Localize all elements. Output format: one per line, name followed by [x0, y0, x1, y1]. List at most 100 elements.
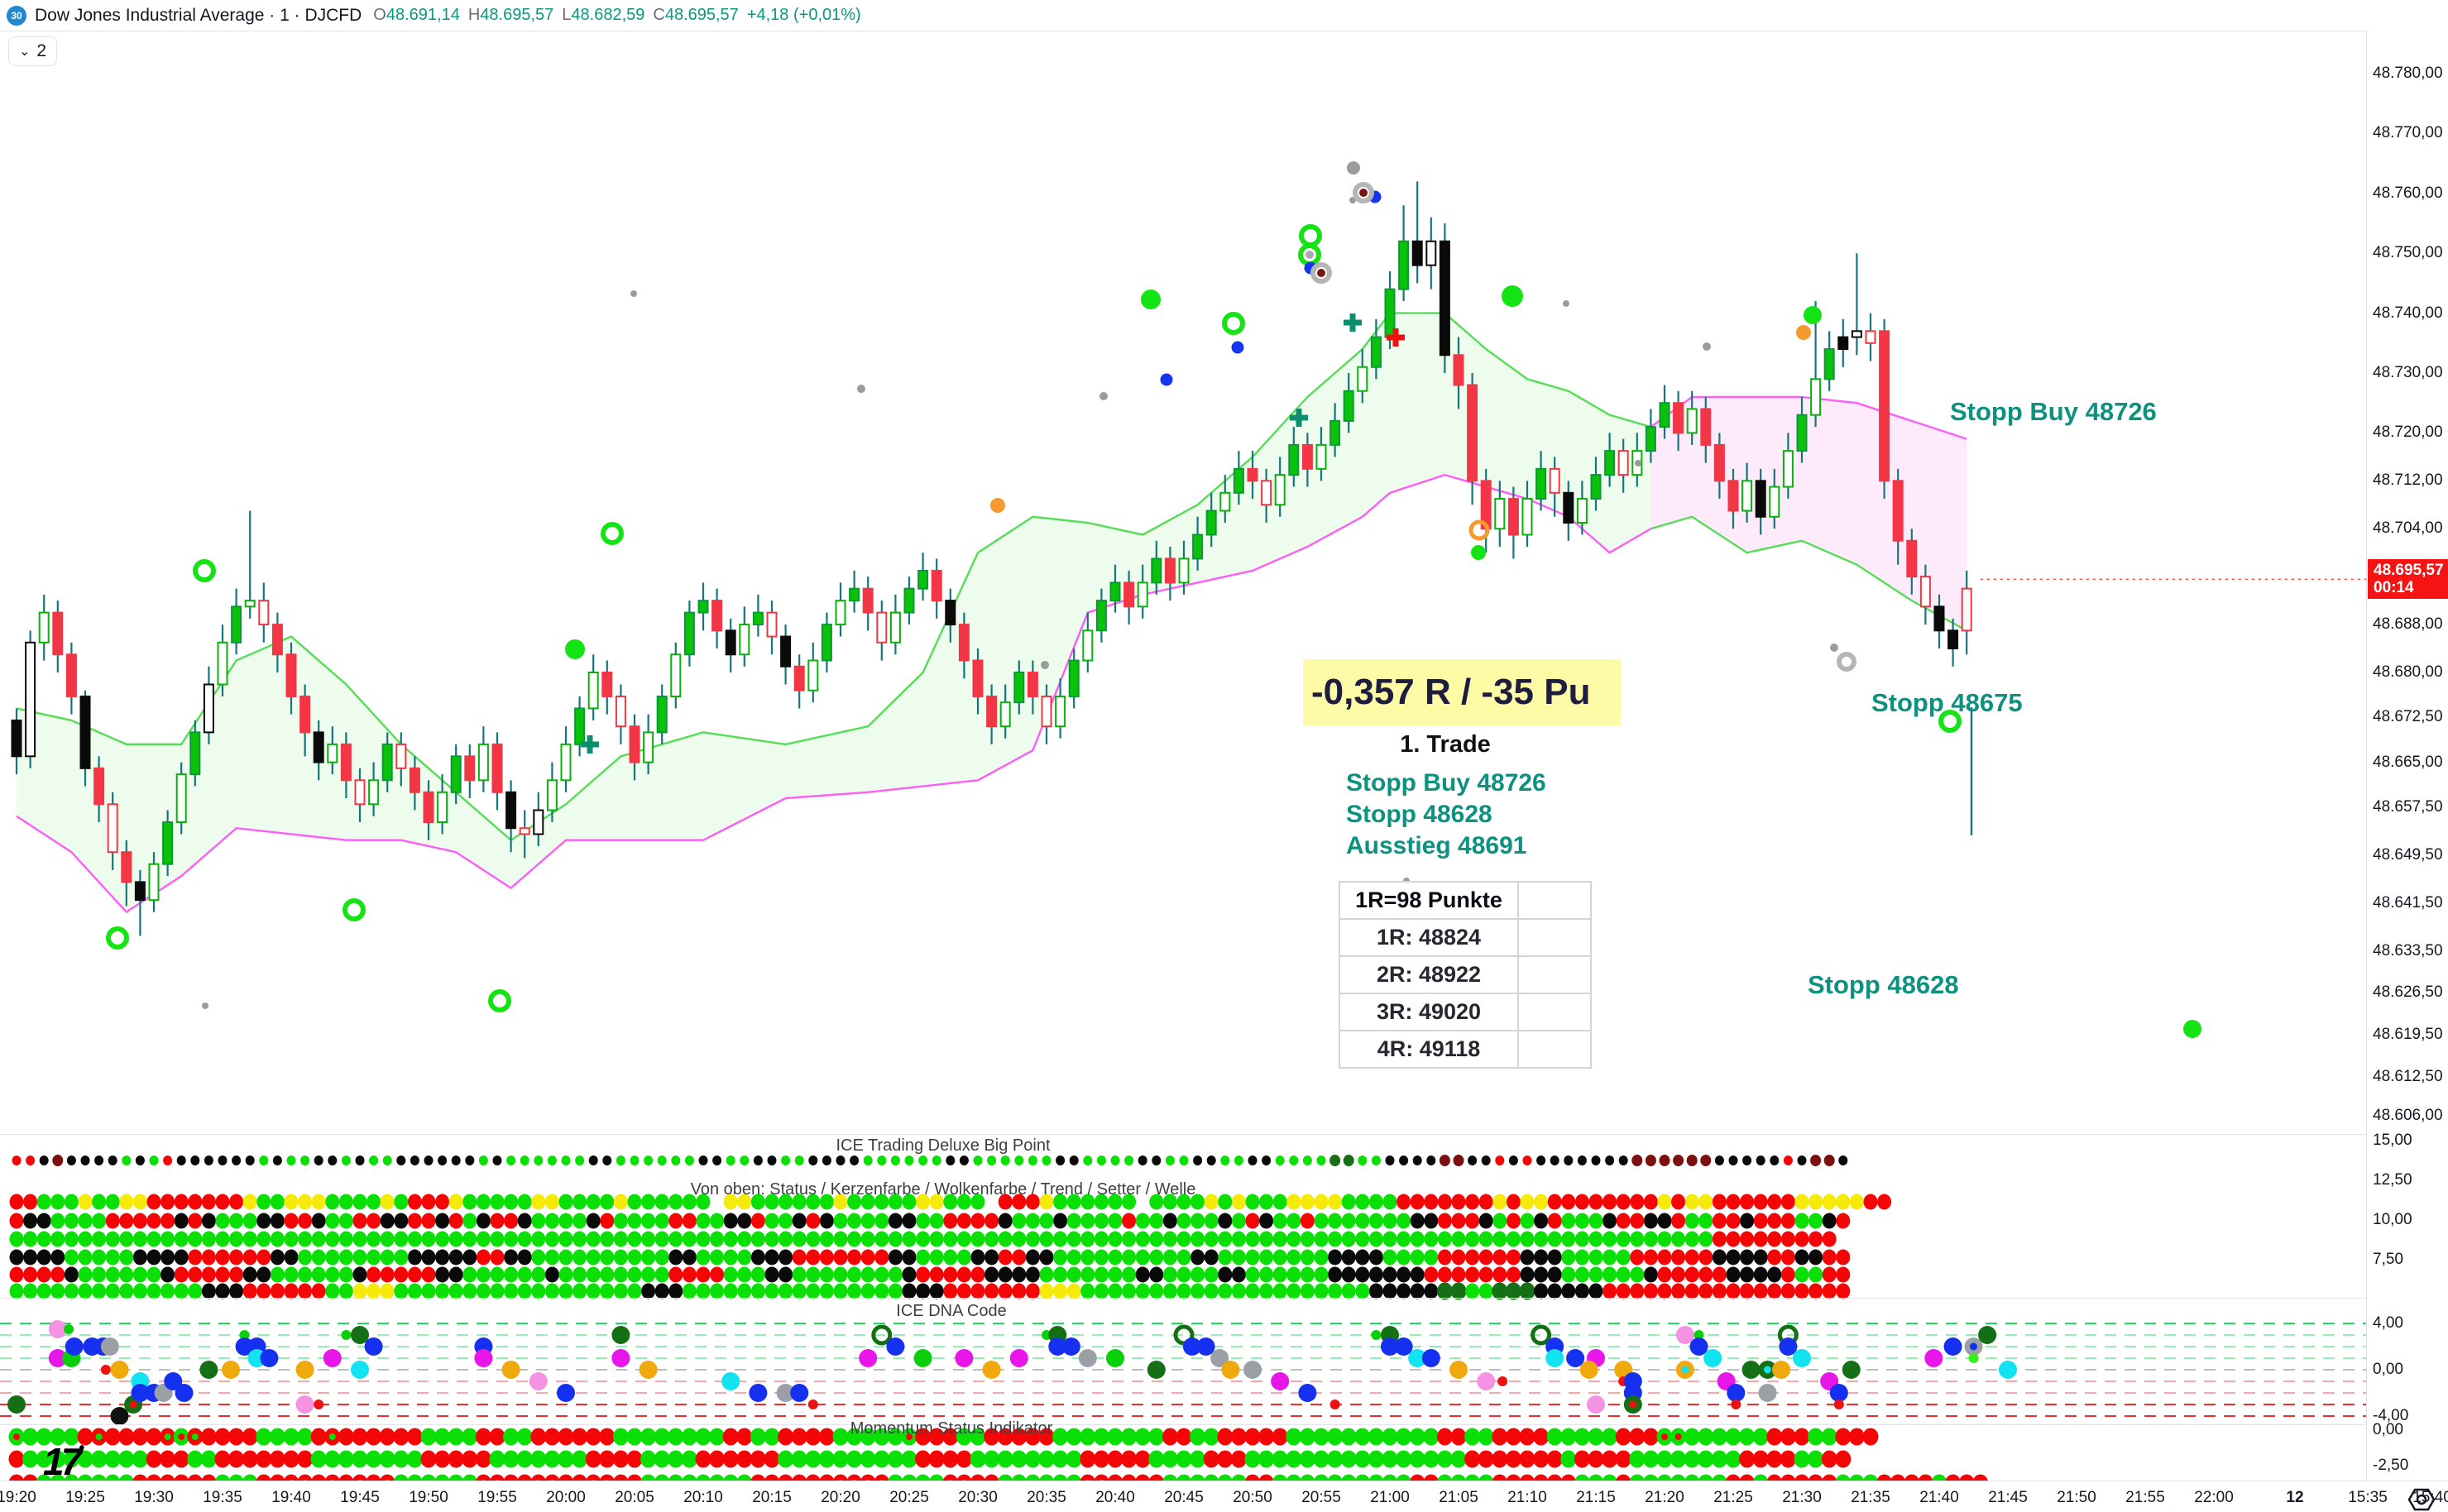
time-axis-label: 19:50	[409, 1489, 448, 1506]
time-axis-label: 21:45	[1988, 1489, 2028, 1506]
close-label: C	[653, 6, 665, 24]
indicator-axis-label: 0,00	[2373, 1421, 2403, 1438]
time-axis-label: 20:30	[958, 1489, 998, 1506]
indicator-count: 2	[36, 41, 47, 60]
indicator-axis-label: 12,50	[2373, 1171, 2412, 1189]
r-table-header: 1R=98 Punkte	[1339, 881, 1519, 920]
indicator-axis-label: 0,00	[2373, 1361, 2403, 1378]
stopp-675-annotation[interactable]: Stopp 48675	[1871, 688, 2023, 717]
time-axis-label: 15:35	[2348, 1489, 2388, 1506]
time-axis-label: 21:30	[1782, 1489, 1822, 1506]
indicator-axis-label: 15,00	[2373, 1132, 2412, 1149]
time-axis-label: 21:50	[2057, 1489, 2096, 1506]
price-axis-label: 48.619,50	[2373, 1026, 2443, 1044]
pane-separator[interactable]	[0, 1134, 2366, 1135]
price-axis-label: 48.649,50	[2373, 845, 2443, 864]
trade-levels-block[interactable]: Stopp Buy 48726 Stopp 48628 Ausstieg 486…	[1346, 768, 1546, 862]
chevron-down-icon: ⌄	[19, 45, 31, 59]
stopp-buy-annotation[interactable]: Stopp Buy 48726	[1950, 397, 2157, 426]
close-value: 48.695,57	[664, 6, 739, 24]
price-axis-label: 48.704,00	[2373, 519, 2443, 538]
time-axis-label: 19:55	[477, 1489, 517, 1506]
price-axis-label: 48.780,00	[2373, 65, 2443, 82]
interval-badge[interactable]: 30	[7, 5, 26, 26]
price-axis-label: 48.612,50	[2373, 1067, 2443, 1085]
price-axis-label: 48.712,00	[2373, 471, 2443, 490]
r-table-row: 2R: 48922	[1339, 955, 1519, 994]
low-label: L	[562, 6, 572, 24]
price-axis-label: 48.750,00	[2373, 244, 2443, 262]
price-axis-label: 48.626,50	[2373, 983, 2443, 1002]
price-axis-label: 48.641,50	[2373, 893, 2443, 912]
time-axis-label: 19:20	[0, 1489, 36, 1506]
bar-countdown: 00:14	[2374, 579, 2414, 597]
price-axis-label: 48.680,00	[2373, 663, 2443, 681]
price-axis-label: 48.606,00	[2373, 1106, 2443, 1124]
price-axis-label: 48.760,00	[2373, 184, 2443, 202]
r-table-row: 1R: 48824	[1339, 918, 1519, 957]
trade-stopp: Stopp 48628	[1346, 801, 1492, 828]
time-axis[interactable]: 19:20 19:25 19:30 19:35 19:40 19:45 19:50 19:55…	[0, 1481, 2448, 1512]
time-axis-label: 21:10	[1507, 1489, 1547, 1506]
quick-settings-icon[interactable]	[2407, 1487, 2436, 1512]
time-axis-label: 19:35	[203, 1489, 242, 1506]
panel-title-dna: ICE DNA Code	[896, 1302, 1007, 1320]
price-axis-label: 48.688,00	[2373, 615, 2443, 634]
time-axis-label: 21:55	[2125, 1489, 2165, 1506]
indicator-axis-label: -4,00	[2373, 1407, 2409, 1424]
last-price-value: 48.695,57	[2374, 562, 2444, 580]
indicator-axis-label: 10,00	[2373, 1211, 2412, 1228]
indicator-axis-label: -2,50	[2373, 1457, 2409, 1474]
low-value: 48.682,59	[571, 6, 645, 24]
pane-separator[interactable]	[0, 1424, 2366, 1425]
trade-stopp-buy: Stopp Buy 48726	[1346, 769, 1546, 797]
symbol-title[interactable]: Dow Jones Industrial Average · 1 · DJCFD	[35, 5, 362, 25]
time-axis-label: 20:15	[752, 1489, 792, 1506]
time-axis-label: 21:40	[1919, 1489, 1959, 1506]
price-axis-label: 48.770,00	[2373, 124, 2443, 142]
time-axis-label: 21:35	[1851, 1489, 1890, 1506]
time-axis-label: 15:40	[2412, 1489, 2448, 1506]
indicator-axis-label: 4,00	[2373, 1314, 2403, 1332]
r-table-row: 4R: 49118	[1339, 1030, 1519, 1069]
stopp-628-annotation[interactable]: Stopp 48628	[1808, 970, 1959, 999]
time-axis-label: 20:35	[1027, 1489, 1066, 1506]
time-axis-label: 19:30	[134, 1489, 174, 1506]
indicator-group-button[interactable]: ⌄ 2	[8, 36, 58, 66]
pane-separator[interactable]	[0, 1298, 2366, 1299]
open-label: O	[373, 6, 386, 24]
time-axis-label: 21:20	[1645, 1489, 1684, 1506]
panel-title-momentum: Momentum Status Indikator	[850, 1419, 1053, 1438]
time-axis-label: 20:45	[1164, 1489, 1204, 1506]
time-axis-label: 21:00	[1370, 1489, 1410, 1506]
open-value: 48.691,14	[386, 6, 460, 24]
high-value: 48.695,57	[480, 6, 554, 24]
time-axis-date-label: 12	[2286, 1489, 2304, 1506]
risk-result-box[interactable]: -0,357 R / -35 Pu	[1303, 659, 1621, 725]
panel-subtitle-big-point: Von oben: Status / Kerzenfarbe / Wolkenf…	[690, 1180, 1196, 1199]
panel-title-big-point: ICE Trading Deluxe Big Point	[836, 1136, 1051, 1155]
time-axis-label: 20:55	[1301, 1489, 1341, 1506]
time-axis-label: 19:45	[340, 1489, 380, 1506]
tradingview-logo[interactable]: 17•	[43, 1439, 84, 1483]
price-axis-label: 48.720,00	[2373, 423, 2443, 442]
price-axis-border	[2366, 0, 2367, 1512]
time-axis-label: 20:25	[889, 1489, 929, 1506]
price-axis-label: 48.740,00	[2373, 304, 2443, 322]
time-axis-label: 20:10	[683, 1489, 723, 1506]
r-multiple-table[interactable]: 1R=98 Punkte 1R: 48824 2R: 48922 3R: 490…	[1339, 881, 1592, 1069]
price-axis-label: 48.730,00	[2373, 364, 2443, 381]
r-table-empty-cell	[1517, 881, 1592, 920]
chart-header: 30 Dow Jones Industrial Average · 1 · DJ…	[0, 0, 2448, 31]
time-axis-label: 20:40	[1095, 1489, 1135, 1506]
risk-result-text: -0,357 R / -35 Pu	[1311, 672, 1591, 712]
time-axis-label: 21:15	[1576, 1489, 1616, 1506]
ohlc-values: O48.691,14 H48.695,57 L48.682,59 C48.695…	[373, 6, 860, 25]
price-axis-label: 48.665,00	[2373, 753, 2443, 771]
indicator-axis-label: 7,50	[2373, 1251, 2403, 1268]
last-price-tag: 48.695,57 00:14	[2368, 559, 2448, 600]
trade-ausstieg: Ausstieg 48691	[1346, 832, 1527, 859]
time-axis-label: 19:40	[271, 1489, 311, 1506]
